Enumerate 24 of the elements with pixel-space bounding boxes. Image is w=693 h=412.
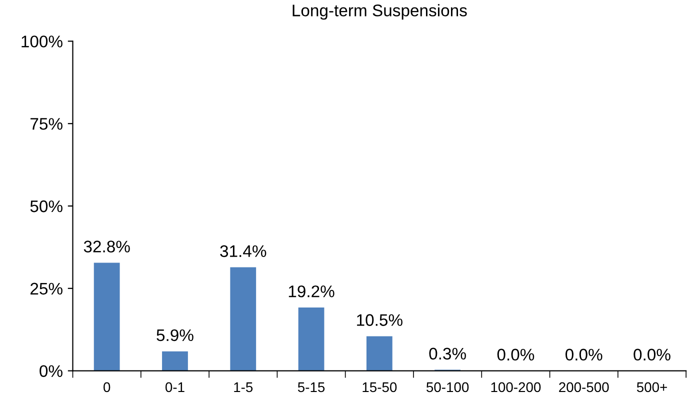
x-tick-label: 1-5 <box>234 382 253 392</box>
x-tick-label: 200-500 <box>559 382 609 392</box>
data-label: 31.4% <box>220 245 266 258</box>
data-label: 0.0% <box>497 348 534 361</box>
y-tick-label: 75% <box>30 118 62 130</box>
data-label: 32.8% <box>84 240 130 252</box>
x-tick-label: 500+ <box>636 382 667 392</box>
data-label: 19.2% <box>288 285 334 298</box>
data-label: 5.9% <box>156 329 194 342</box>
x-tick-label: 100-200 <box>491 382 541 392</box>
data-label: 10.5% <box>357 314 402 326</box>
data-label: 0.0% <box>566 348 602 361</box>
x-tick-label: 0 <box>104 382 110 392</box>
chart-title: Long-term Suspensions <box>292 4 467 20</box>
data-label: 0.0% <box>634 348 670 361</box>
y-tick-label: 25% <box>30 282 62 295</box>
x-tick-label: 5-15 <box>298 382 325 392</box>
y-tick-label: 0% <box>40 365 62 378</box>
y-tick-label: 100% <box>22 36 62 48</box>
x-tick-label: 0-1 <box>165 382 184 392</box>
y-tick-label: 50% <box>30 200 62 212</box>
x-tick-label: 50-100 <box>426 382 469 392</box>
x-tick-label: 15-50 <box>362 382 397 392</box>
data-label: 0.3% <box>429 348 466 360</box>
